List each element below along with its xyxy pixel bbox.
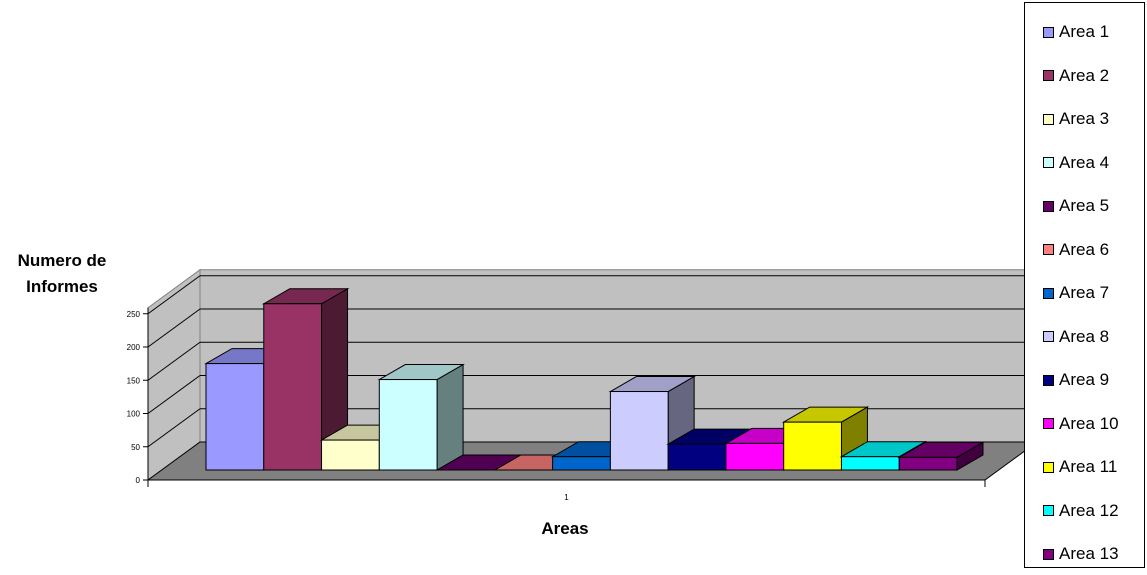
gridline-side bbox=[147, 375, 201, 414]
legend-item: Area 7 bbox=[1043, 283, 1109, 303]
y-tick-label: 250 bbox=[127, 310, 141, 319]
legend: Area 1 Area 2 Area 3 Area 4 Area 5 Area 6 Area… bbox=[1024, 2, 1145, 568]
legend-swatch bbox=[1043, 26, 1054, 38]
bar-area-4 bbox=[377, 363, 465, 471]
legend-label: Area 9 bbox=[1059, 370, 1110, 389]
gridline-side bbox=[147, 341, 201, 381]
gridline-side bbox=[147, 308, 201, 348]
legend-item: Area 4 bbox=[1043, 153, 1109, 173]
y-tick-label: 100 bbox=[127, 410, 141, 419]
legend-swatch bbox=[1043, 244, 1054, 255]
gridline-side bbox=[147, 275, 201, 315]
legend-label: Area 12 bbox=[1059, 500, 1119, 520]
x-axis-label: Areas bbox=[541, 519, 589, 538]
legend-label: Area 4 bbox=[1059, 152, 1110, 172]
y-tick-label: 0 bbox=[136, 476, 141, 485]
y-axis-label: Numero de Informes bbox=[17, 251, 107, 296]
legend-label: Area 11 bbox=[1059, 457, 1118, 476]
bar-area-2 bbox=[261, 287, 350, 471]
legend-item: Area 3 bbox=[1043, 109, 1109, 129]
legend-item: Area 9 bbox=[1043, 370, 1109, 390]
y-tick-label: 150 bbox=[127, 376, 141, 385]
legend-label: Area 10 bbox=[1059, 413, 1119, 433]
legend-swatch bbox=[1043, 113, 1054, 125]
bar-area-8 bbox=[608, 375, 697, 471]
y-tick-label: 50 bbox=[131, 443, 140, 452]
legend-item: Area 10 bbox=[1043, 414, 1119, 434]
legend-swatch bbox=[1043, 157, 1054, 168]
legend-label: Area 5 bbox=[1059, 196, 1110, 215]
legend-label: Area 3 bbox=[1059, 109, 1110, 128]
legend-item: Area 5 bbox=[1043, 196, 1109, 216]
y-tick-label: 200 bbox=[127, 343, 141, 352]
legend-swatch bbox=[1043, 374, 1054, 386]
legend-label: Area 13 bbox=[1059, 544, 1119, 563]
legend-swatch bbox=[1043, 505, 1054, 516]
legend-label: Area 7 bbox=[1059, 283, 1110, 302]
legend-swatch bbox=[1043, 200, 1054, 212]
x-tick-label: 1 bbox=[564, 493, 569, 502]
legend-label: Area 2 bbox=[1059, 65, 1110, 85]
legend-label: Area 1 bbox=[1059, 22, 1110, 41]
legend-item: Area 2 bbox=[1043, 66, 1109, 86]
legend-swatch bbox=[1043, 461, 1054, 473]
legend-swatch bbox=[1043, 287, 1054, 299]
legend-item: Area 6 bbox=[1043, 240, 1109, 260]
legend-label: Area 8 bbox=[1059, 326, 1110, 346]
legend-swatch bbox=[1043, 548, 1054, 560]
legend-label: Area 6 bbox=[1059, 239, 1110, 259]
legend-item: Area 13 bbox=[1043, 544, 1119, 564]
legend-swatch bbox=[1043, 331, 1054, 342]
legend-item: Area 8 bbox=[1043, 327, 1109, 347]
legend-item: Area 1 bbox=[1043, 22, 1109, 42]
legend-item: Area 12 bbox=[1043, 501, 1119, 521]
gridline-side bbox=[147, 408, 201, 448]
legend-swatch bbox=[1043, 418, 1054, 429]
legend-swatch bbox=[1043, 70, 1054, 81]
bar-area-13 bbox=[897, 441, 985, 471]
legend-item: Area 11 bbox=[1043, 457, 1117, 477]
